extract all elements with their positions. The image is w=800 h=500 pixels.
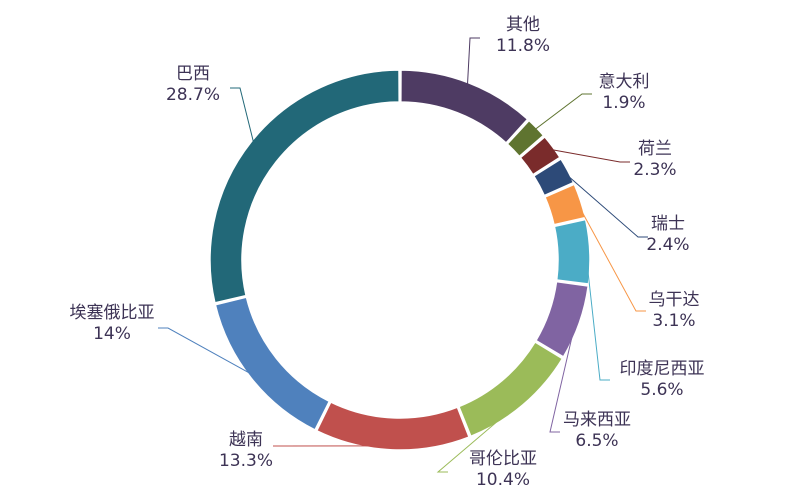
slice-value-label: 2.4% [646, 235, 689, 255]
slice-value-label: 5.6% [640, 380, 683, 400]
slice-name-label: 荷兰 [638, 139, 672, 159]
slice-9 [315, 401, 470, 451]
slice-4 [532, 158, 575, 197]
slice-value-label: 28.7% [166, 85, 220, 105]
slice-value-label: 6.5% [575, 431, 618, 451]
slice-3 [519, 135, 561, 176]
slice-value-label: 11.8% [496, 36, 550, 56]
slice-name-label: 其他 [506, 15, 540, 35]
leader-line [533, 93, 592, 131]
leader-line [585, 251, 610, 381]
slice-value-label: 13.3% [219, 451, 273, 471]
slice-name-label: 越南 [229, 430, 263, 450]
leader-line [576, 201, 646, 312]
leader-line [563, 172, 648, 238]
leader-line [158, 327, 255, 377]
slice-11 [209, 69, 400, 304]
slice-10 [214, 296, 331, 431]
slice-6 [553, 218, 591, 285]
leader-lines [158, 37, 648, 473]
slice-7 [534, 280, 590, 358]
slice-value-label: 2.3% [633, 160, 676, 180]
leader-line [466, 37, 480, 87]
slice-value-label: 10.4% [476, 470, 530, 490]
leader-line [436, 401, 521, 473]
slice-value-label: 14% [93, 324, 131, 344]
slice-8 [457, 340, 564, 438]
slice-value-label: 3.1% [652, 311, 695, 331]
slice-name-label: 埃塞俄比亚 [70, 303, 155, 323]
slice-1 [400, 69, 529, 144]
slice-name-label: 巴西 [176, 64, 210, 84]
slice-name-label: 瑞士 [651, 214, 685, 234]
leader-line [549, 148, 630, 163]
slice-name-label: 乌干达 [649, 290, 700, 310]
donut-slices [209, 69, 591, 451]
slice-name-label: 意大利 [599, 72, 650, 92]
slice-name-label: 印度尼西亚 [620, 359, 705, 379]
slice-name-label: 马来西亚 [563, 410, 631, 430]
leader-line [230, 87, 255, 145]
slice-5 [543, 183, 587, 226]
slice-name-label: 哥伦比亚 [469, 449, 537, 469]
leader-line [549, 321, 577, 433]
slice-value-label: 1.9% [602, 93, 645, 113]
